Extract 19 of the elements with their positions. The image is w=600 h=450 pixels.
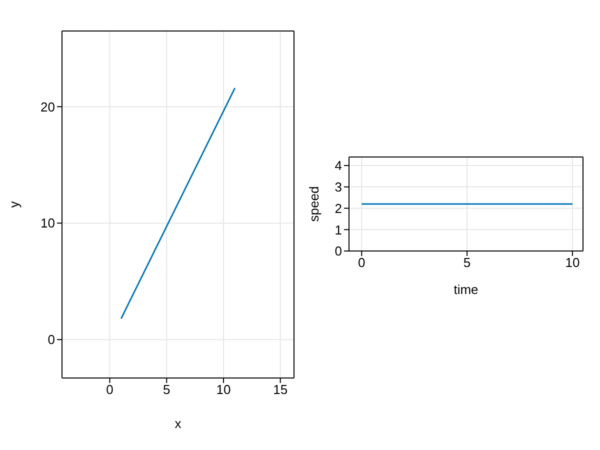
- y-axis-title: y: [6, 200, 22, 208]
- y-tick-label: 0: [334, 244, 342, 259]
- x-axis-title: x: [174, 416, 182, 431]
- y-axis-title: speed: [306, 186, 322, 222]
- y-tick-label: 3: [334, 180, 342, 195]
- x-axis-title: time: [454, 282, 478, 297]
- y-tick-label: 2: [334, 200, 342, 216]
- y-tick-label: 20: [40, 99, 55, 114]
- x-tick-label: 5: [163, 382, 170, 398]
- y-tick-label: 4: [334, 158, 342, 174]
- x-tick-label: 15: [273, 382, 288, 398]
- x-tick-label: 0: [358, 255, 366, 270]
- x-tick-label: 0: [106, 382, 114, 398]
- x-tick-label: 10: [565, 255, 580, 270]
- y-tick-label: 0: [48, 332, 55, 348]
- x-tick-label: 5: [463, 255, 471, 270]
- y-tick-label: 1: [334, 222, 342, 238]
- y-tick-label: 10: [40, 216, 55, 231]
- x-tick-label: 10: [216, 382, 231, 398]
